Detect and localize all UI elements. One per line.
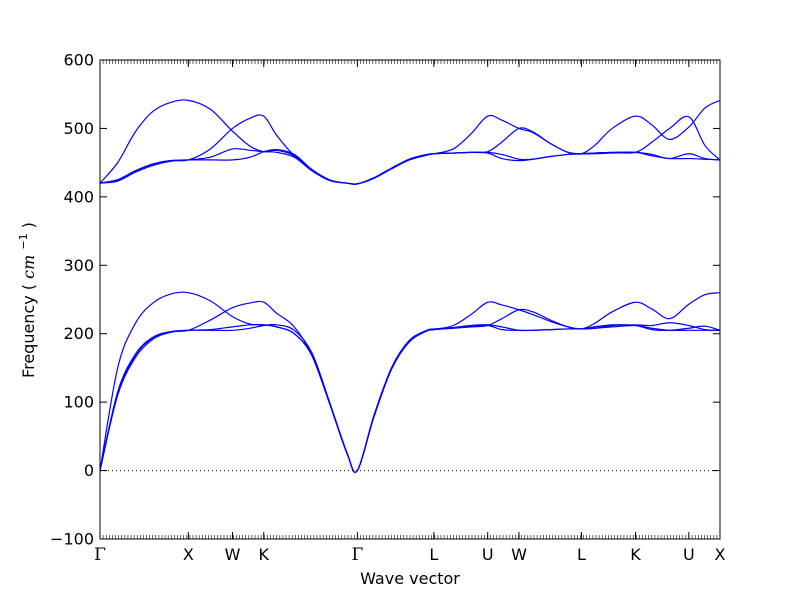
y-axis-label-unit-open: ( bbox=[19, 284, 38, 290]
x-tick-label: X bbox=[715, 545, 726, 564]
minor-tick-marks bbox=[99, 60, 718, 539]
x-tick-label: K bbox=[258, 545, 269, 564]
x-tick-label: U bbox=[683, 545, 695, 564]
y-tick-label: −100 bbox=[50, 530, 94, 549]
x-tick-label: L bbox=[429, 545, 438, 564]
x-tick-label: W bbox=[511, 545, 527, 564]
x-axis-label: Wave vector bbox=[360, 569, 460, 588]
x-axis-minor-ticks bbox=[99, 60, 718, 539]
x-tick-label: U bbox=[482, 545, 494, 564]
x-tick-label: W bbox=[225, 545, 241, 564]
series-line-3 bbox=[99, 291, 721, 473]
y-axis-label-unit-exp: −1 bbox=[17, 233, 30, 249]
y-tick-label: 400 bbox=[63, 187, 94, 206]
y-tick-label: 300 bbox=[63, 256, 94, 275]
series-line-4 bbox=[99, 300, 721, 473]
x-tick-label: L bbox=[577, 545, 586, 564]
series-line-1 bbox=[99, 323, 720, 473]
y-axis-label-unit-close: ) bbox=[19, 222, 38, 228]
y-axis-label: Frequency ( cm −1 ) bbox=[12, 222, 38, 378]
series-line-6 bbox=[99, 127, 721, 185]
y-axis-label-text: Frequency bbox=[19, 295, 38, 378]
plot-frame bbox=[99, 59, 721, 540]
y-axis-ticks: −100 0 100 200 300 400 500 600 bbox=[50, 51, 720, 549]
x-tick-label: X bbox=[183, 545, 194, 564]
x-tick-label: K bbox=[630, 545, 641, 564]
y-tick-label: 100 bbox=[63, 393, 94, 412]
series-line-5 bbox=[99, 148, 721, 185]
y-axis-label-unit: cm bbox=[19, 255, 38, 279]
y-tick-label: 200 bbox=[63, 324, 94, 343]
series-line-8 bbox=[99, 114, 721, 185]
y-tick-label: 0 bbox=[84, 461, 94, 480]
y-tick-label: 500 bbox=[63, 119, 94, 138]
series-line-7 bbox=[99, 99, 721, 185]
x-tick-label: Γ bbox=[351, 545, 363, 565]
plot-lines bbox=[99, 99, 721, 473]
series-line-2 bbox=[99, 308, 721, 473]
x-tick-label: Γ bbox=[94, 545, 106, 565]
y-tick-label: 600 bbox=[63, 51, 94, 70]
